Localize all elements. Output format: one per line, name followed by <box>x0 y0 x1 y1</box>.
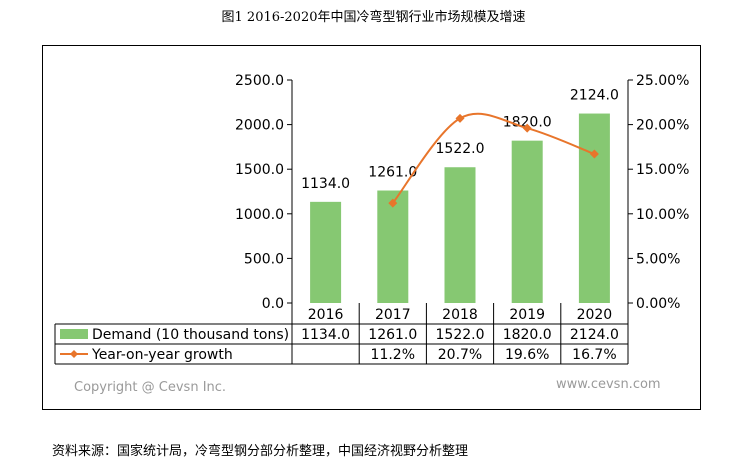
left-axis-tick-label: 1000.0 <box>235 207 284 223</box>
table-cell-growth: 11.2% <box>371 347 415 363</box>
right-axis-tick-label: 20.00% <box>636 118 689 134</box>
table-cell-demand: 1820.0 <box>503 327 552 343</box>
figure-title: 图1 2016-2020年中国冷弯型钢行业市场规模及增速 <box>221 10 526 25</box>
category-label: 2017 <box>375 307 411 323</box>
bar-value-label: 1522.0 <box>436 141 485 157</box>
left-axis-tick-label: 2500.0 <box>235 73 284 89</box>
table-cell-growth: 20.7% <box>438 347 482 363</box>
watermark-right: www.cevsn.com <box>556 377 661 392</box>
axes-layer: 0.0 500.0 1000.0 1500.0 2000.0 2500.0 0.00% 5.0… <box>235 73 689 312</box>
left-axis-tick-label: 2000.0 <box>235 118 284 134</box>
category-label: 2016 <box>308 307 344 323</box>
right-axis-tick-label: 10.00% <box>636 207 689 223</box>
table-cell-demand: 2124.0 <box>570 327 619 343</box>
left-axis-tick-label: 500.0 <box>244 251 284 267</box>
growth-marker-2017 <box>388 198 398 208</box>
legend-label-demand: Demand (10 thousand tons) <box>92 327 289 343</box>
right-axis-tick-label: 25.00% <box>636 73 689 89</box>
bars-layer: 1134.0 1261.0 1522.0 1820.0 2124.0 <box>301 88 619 303</box>
bar-value-label: 2124.0 <box>570 88 619 104</box>
bar-value-label: 1134.0 <box>301 176 350 192</box>
bar-2017 <box>377 190 409 303</box>
left-axis-tick-label: 1500.0 <box>235 162 284 178</box>
bar-2018 <box>444 167 476 303</box>
growth-line <box>392 112 595 204</box>
category-label: 2018 <box>442 307 478 323</box>
right-axis-tick-label: 15.00% <box>636 162 689 178</box>
chart-frame <box>42 45 701 410</box>
left-axis-tick-label: 0.0 <box>262 296 284 312</box>
table-cell-demand: 1261.0 <box>368 327 417 343</box>
category-label: 2019 <box>509 307 545 323</box>
data-table-layer: 2016 2017 2018 2019 2020 Demand (10 thousand … <box>54 303 629 365</box>
table-cell-demand: 1134.0 <box>301 327 350 343</box>
table-cell-growth: 19.6% <box>505 347 549 363</box>
category-label: 2020 <box>577 307 613 323</box>
bar-2020 <box>578 113 610 303</box>
growth-marker-2018 <box>455 113 465 123</box>
right-axis-tick-label: 0.00% <box>636 296 680 312</box>
table-cell-growth: 16.7% <box>572 347 616 363</box>
growth-marker-2019 <box>522 123 532 133</box>
table-cell-demand: 1522.0 <box>436 327 485 343</box>
bar-2016 <box>310 201 342 303</box>
bar-value-label: 1820.0 <box>503 115 552 131</box>
bar-value-label: 1261.0 <box>368 165 417 181</box>
legend-swatch-growth-marker <box>70 350 78 358</box>
growth-line-layer <box>388 112 599 208</box>
legend-label-growth: Year-on-year growth <box>91 347 233 363</box>
source-note: 资料来源：国家统计局，冷弯型钢分部分析整理，中国经济视野分析整理 <box>52 444 469 459</box>
right-axis-tick-label: 5.00% <box>636 251 680 267</box>
legend-swatch-demand <box>60 329 88 339</box>
bar-2019 <box>511 140 543 303</box>
growth-marker-2020 <box>589 149 599 159</box>
watermark-left: Copyright @ Cevsn Inc. <box>74 380 226 395</box>
